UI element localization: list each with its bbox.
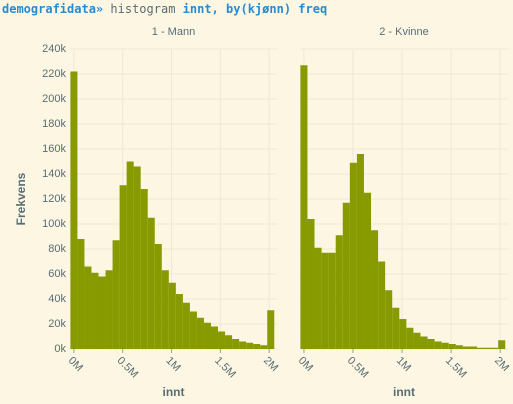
y-tick-label: 160k [42,143,66,155]
y-tick-label: 200k [42,93,66,105]
bar [406,327,414,349]
x-axis-label: innt [393,385,415,399]
bar [342,202,350,349]
bar [267,310,275,349]
prompt: demografidata» [2,2,104,16]
x-tick-label: 1.5M [443,355,469,381]
bar [476,347,485,349]
bar [434,341,442,349]
bar [420,336,428,349]
bar [196,317,204,349]
bar [335,235,343,349]
facet-title: 1 - Mann [152,26,195,38]
x-axis-label: innt [163,385,185,399]
bar [363,192,372,349]
y-tick-label: 140k [42,168,66,180]
bar [469,346,477,349]
command-line: demografidata» histogram innt, by(kjønn)… [2,2,327,16]
bar [328,252,336,349]
bar [239,341,247,349]
x-tick-label: 0.5M [345,355,371,381]
bar [307,219,315,349]
bar [378,261,386,349]
y-tick-label: 120k [42,193,66,205]
bar [349,162,357,349]
x-tick-label: 2M [492,355,511,374]
bar [84,266,92,349]
x-tick-label: 1M [163,355,182,374]
bar [98,276,106,349]
bar [182,302,190,349]
y-tick-label: 80k [48,243,66,255]
bar [498,340,506,349]
bar [356,154,364,349]
y-tick-label: 240k [42,43,66,55]
bar [175,294,183,349]
bar [126,161,134,349]
command-word: histogram [110,2,176,16]
command-word: innt, [182,2,219,16]
bar [112,240,120,349]
x-tick-label: 0.5M [115,355,141,381]
bar [491,347,499,349]
bar [225,335,233,349]
bar [484,347,492,349]
bar [147,217,155,349]
bar [253,344,261,349]
bar [462,346,470,349]
y-tick-label: 180k [42,118,66,130]
bar [77,239,85,349]
command-word: freq [298,2,328,16]
x-tick-label: 1M [394,355,413,374]
bar [232,339,240,349]
x-tick-label: 0M [66,355,85,374]
bar [203,322,211,349]
bar [300,65,308,349]
x-tick-label: 2M [261,355,280,374]
bar [210,326,219,349]
bar [119,185,127,349]
y-axis-label: Frekvens [14,172,28,225]
bar [314,247,322,349]
x-tick-label: 1.5M [212,355,238,381]
y-tick-label: 60k [48,268,66,280]
bar [371,230,379,349]
bar [392,307,400,349]
bar [218,331,226,349]
bar [260,345,268,349]
bar [168,282,176,349]
bar [427,339,435,349]
bar [161,270,169,349]
bar [105,270,113,349]
bar [246,342,254,349]
y-tick-label: 0k [54,343,66,355]
bar [91,272,99,349]
y-tick-label: 100k [42,218,66,230]
bar [154,244,162,349]
bar [441,342,449,349]
facet-title: 2 - Kvinne [379,26,429,38]
command-word: by(kjønn) [226,2,292,16]
bar [133,166,141,349]
bar [413,332,421,349]
bar [321,252,329,349]
y-tick-label: 20k [48,318,66,330]
bar [448,344,456,349]
x-tick-label: 0M [296,355,315,374]
bar [455,345,463,349]
bar [385,290,393,349]
bar [140,189,148,349]
y-tick-label: 220k [42,68,66,80]
bar [399,319,407,349]
y-tick-label: 40k [48,293,66,305]
bar [189,311,197,349]
bar [70,71,78,349]
